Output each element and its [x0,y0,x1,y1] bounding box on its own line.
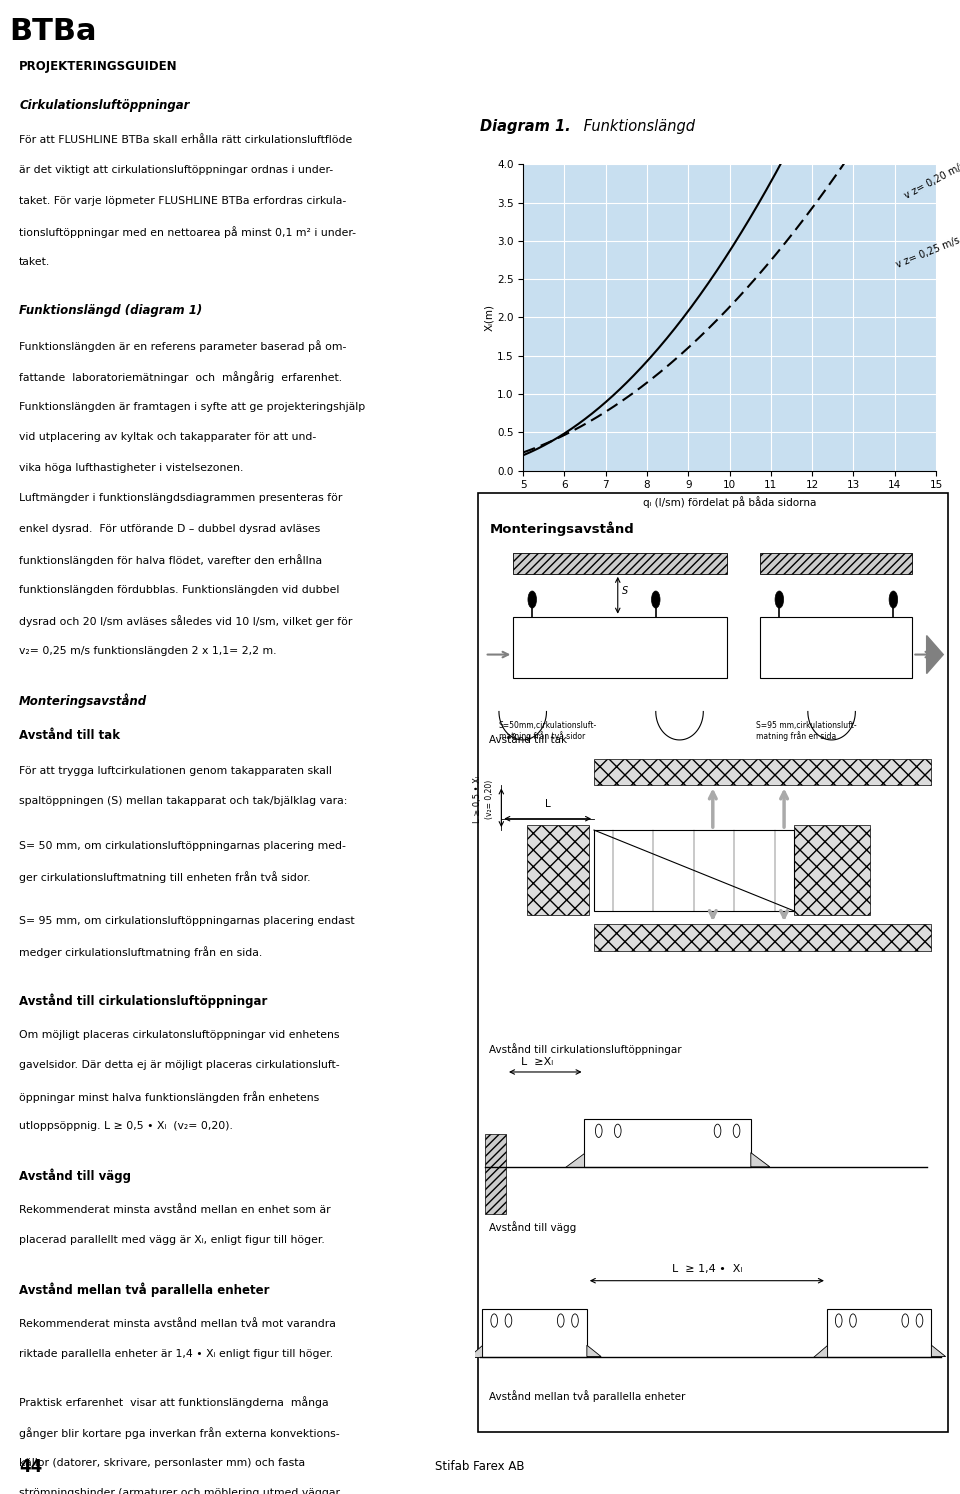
Text: S=95 mm,cirkulationsluft-
matning från en sida: S=95 mm,cirkulationsluft- matning från e… [756,722,856,741]
Bar [514,553,727,574]
Text: fattande  laboratoriemätningar  och  mångårig  erfarenhet.: fattande laboratoriemätningar och mångår… [19,371,343,382]
Polygon shape [931,1345,946,1357]
Bar [760,617,912,678]
Bar [827,1309,931,1357]
Text: vika höga lufthastigheter i vistelsezonen.: vika höga lufthastigheter i vistelsezone… [19,463,244,472]
Text: Om möjligt placeras cirkulatonsluftöppningar vid enhetens: Om möjligt placeras cirkulatonsluftöppni… [19,1029,340,1040]
Text: BTBa: BTBa [10,18,97,46]
Text: utloppsöppnig. L ≥ 0,5 • Xₗ  (v₂= 0,20).: utloppsöppnig. L ≥ 0,5 • Xₗ (v₂= 0,20). [19,1122,233,1131]
Text: För att FLUSHLINE BTBa skall erhålla rätt cirkulationsluftflöde: För att FLUSHLINE BTBa skall erhålla rät… [19,134,352,145]
Polygon shape [565,1153,585,1167]
Text: L  ≥Xₗ: L ≥Xₗ [521,1058,553,1067]
Circle shape [652,592,660,608]
Text: Avstånd till vägg: Avstånd till vägg [19,1168,132,1183]
Text: Avstånd till tak: Avstånd till tak [19,729,120,743]
Text: Luftmängder i funktionslängdsdiagrammen presenteras för: Luftmängder i funktionslängdsdiagrammen … [19,493,343,503]
Text: Avstånd till vägg: Avstånd till vägg [490,1221,577,1233]
Text: Rekommenderat minsta avstånd mellan en enhet som är: Rekommenderat minsta avstånd mellan en e… [19,1204,331,1215]
Text: gavelsidor. Där detta ej är möjligt placeras cirkulationsluft-: gavelsidor. Där detta ej är möjligt plac… [19,1061,340,1070]
Text: Praktisk erfarenhet  visar att funktionslängderna  många: Praktisk erfarenhet visar att funktionsl… [19,1397,329,1409]
Text: taket.: taket. [19,257,51,267]
Text: placerad parallellt med vägg är Xₗ, enligt figur till höger.: placerad parallellt med vägg är Xₗ, enli… [19,1236,324,1245]
Text: v z= 0,25 m/s: v z= 0,25 m/s [895,235,960,270]
Text: medger cirkulationsluftmatning från en sida.: medger cirkulationsluftmatning från en s… [19,946,262,958]
Text: taket. För varje löpmeter FLUSHLINE BTBa erfordras cirkula-: taket. För varje löpmeter FLUSHLINE BTBa… [19,196,347,206]
Text: Cirkulationsluftöppningar: Cirkulationsluftöppningar [19,99,189,112]
Text: Monteringsavstånd: Monteringsavstånd [19,693,147,708]
Text: enkel dysrad.  För utförande D – dubbel dysrad avläses: enkel dysrad. För utförande D – dubbel d… [19,524,321,533]
Text: L: L [544,799,550,810]
Bar [760,553,912,574]
Text: funktionslängden fördubblas. Funktionslängden vid dubbel: funktionslängden fördubblas. Funktionslä… [19,586,340,595]
Text: L  ≥ 1,4 •  Xₗ: L ≥ 1,4 • Xₗ [672,1264,742,1274]
Text: Funktionslängden är en referens parameter baserad på om-: Funktionslängden är en referens paramete… [19,341,347,353]
Text: ger cirkulationsluftmatning till enheten från två sidor.: ger cirkulationsluftmatning till enheten… [19,871,311,883]
Text: Funktionslängd: Funktionslängd [579,120,695,134]
Text: S=50mm,cirkulationsluft-
matning från två sidor: S=50mm,cirkulationsluft- matning från tv… [499,722,597,741]
Text: Avstånd mellan två parallella enheter: Avstånd mellan två parallella enheter [490,1389,685,1401]
Text: Funktionslängden är framtagen i syfte att ge projekteringshjälp: Funktionslängden är framtagen i syfte at… [19,402,366,411]
Text: Avstånd mellan två parallella enheter: Avstånd mellan två parallella enheter [19,1282,270,1297]
Bar [585,1119,751,1167]
Text: öppningar minst halva funktionslängden från enhetens: öppningar minst halva funktionslängden f… [19,1091,320,1103]
X-axis label: qₗ (l/sm) fördelat på båda sidorna: qₗ (l/sm) fördelat på båda sidorna [643,496,816,508]
Bar [794,825,870,916]
Text: S: S [621,586,628,596]
Text: v₂= 0,25 m/s funktionslängden 2 x 1,1= 2,2 m.: v₂= 0,25 m/s funktionslängden 2 x 1,1= 2… [19,645,276,656]
Text: (v₂= 0,20): (v₂= 0,20) [485,780,494,819]
Circle shape [528,592,537,608]
Bar [485,1134,506,1215]
Text: Avstånd till cirkulationsluftöppningar: Avstånd till cirkulationsluftöppningar [19,994,268,1008]
Bar [594,831,794,911]
Text: PROJEKTERINGSGUIDEN: PROJEKTERINGSGUIDEN [19,60,178,73]
Circle shape [775,592,783,608]
Polygon shape [812,1345,827,1357]
Bar [482,1309,587,1357]
Polygon shape [926,635,944,674]
Text: S= 95 mm, om cirkulationsluftöppningarnas placering endast: S= 95 mm, om cirkulationsluftöppningarna… [19,916,355,926]
Text: Funktionslängd (diagram 1): Funktionslängd (diagram 1) [19,305,203,317]
Circle shape [889,592,898,608]
Text: 44: 44 [19,1458,42,1476]
Polygon shape [587,1345,601,1357]
Text: Stifab Farex AB: Stifab Farex AB [435,1460,525,1473]
Text: Avstånd till cirkulationsluftöppningar: Avstånd till cirkulationsluftöppningar [490,1043,683,1055]
Text: är det viktigt att cirkulationsluftöppningar ordnas i under-: är det viktigt att cirkulationsluftöppni… [19,166,333,175]
Text: Rekommenderat minsta avstånd mellan två mot varandra: Rekommenderat minsta avstånd mellan två … [19,1319,336,1328]
Text: S= 50 mm, om cirkulationsluftöppningarnas placering med-: S= 50 mm, om cirkulationsluftöppningarna… [19,841,346,850]
Bar [527,825,589,916]
Bar [594,759,931,786]
Bar [514,617,727,678]
Text: spaltöppningen (S) mellan takapparat och tak/bjälklag vara:: spaltöppningen (S) mellan takapparat och… [19,796,348,807]
Text: Monteringsavstånd: Monteringsavstånd [490,521,635,536]
Text: vid utplacering av kyltak och takapparater för att und-: vid utplacering av kyltak och takapparat… [19,432,317,442]
Text: v z= 0,20 m/s: v z= 0,20 m/s [903,160,960,200]
Text: funktionslängden för halva flödet, varefter den erhållna: funktionslängden för halva flödet, varef… [19,554,323,566]
Text: strömningshinder (armaturer och möblering utmed väggar: strömningshinder (armaturer och möblerin… [19,1488,340,1494]
Text: L ≥ 0,5 • Xₗ: L ≥ 0,5 • Xₗ [473,775,482,823]
Text: dysrad och 20 l/sm avläses således vid 10 l/sm, vilket ger för: dysrad och 20 l/sm avläses således vid 1… [19,616,352,627]
Y-axis label: Xₗ(m): Xₗ(m) [484,303,494,332]
Text: Diagram 1.: Diagram 1. [480,120,570,134]
Text: gånger blir kortare pga inverkan från externa konvektions-: gånger blir kortare pga inverkan från ex… [19,1427,340,1439]
Polygon shape [468,1345,482,1357]
Polygon shape [751,1153,770,1167]
Text: För att trygga luftcirkulationen genom takapparaten skall: För att trygga luftcirkulationen genom t… [19,765,332,775]
Text: riktade parallella enheter är 1,4 • Xₗ enligt figur till höger.: riktade parallella enheter är 1,4 • Xₗ e… [19,1349,333,1360]
Text: Avstånd till tak: Avstånd till tak [490,735,567,746]
Bar [594,923,931,950]
Text: källor (datorer, skrivare, personlaster mm) och fasta: källor (datorer, skrivare, personlaster … [19,1458,305,1467]
Text: tionsluftöppningar med en nettoarea på minst 0,1 m² i under-: tionsluftöppningar med en nettoarea på m… [19,227,356,239]
